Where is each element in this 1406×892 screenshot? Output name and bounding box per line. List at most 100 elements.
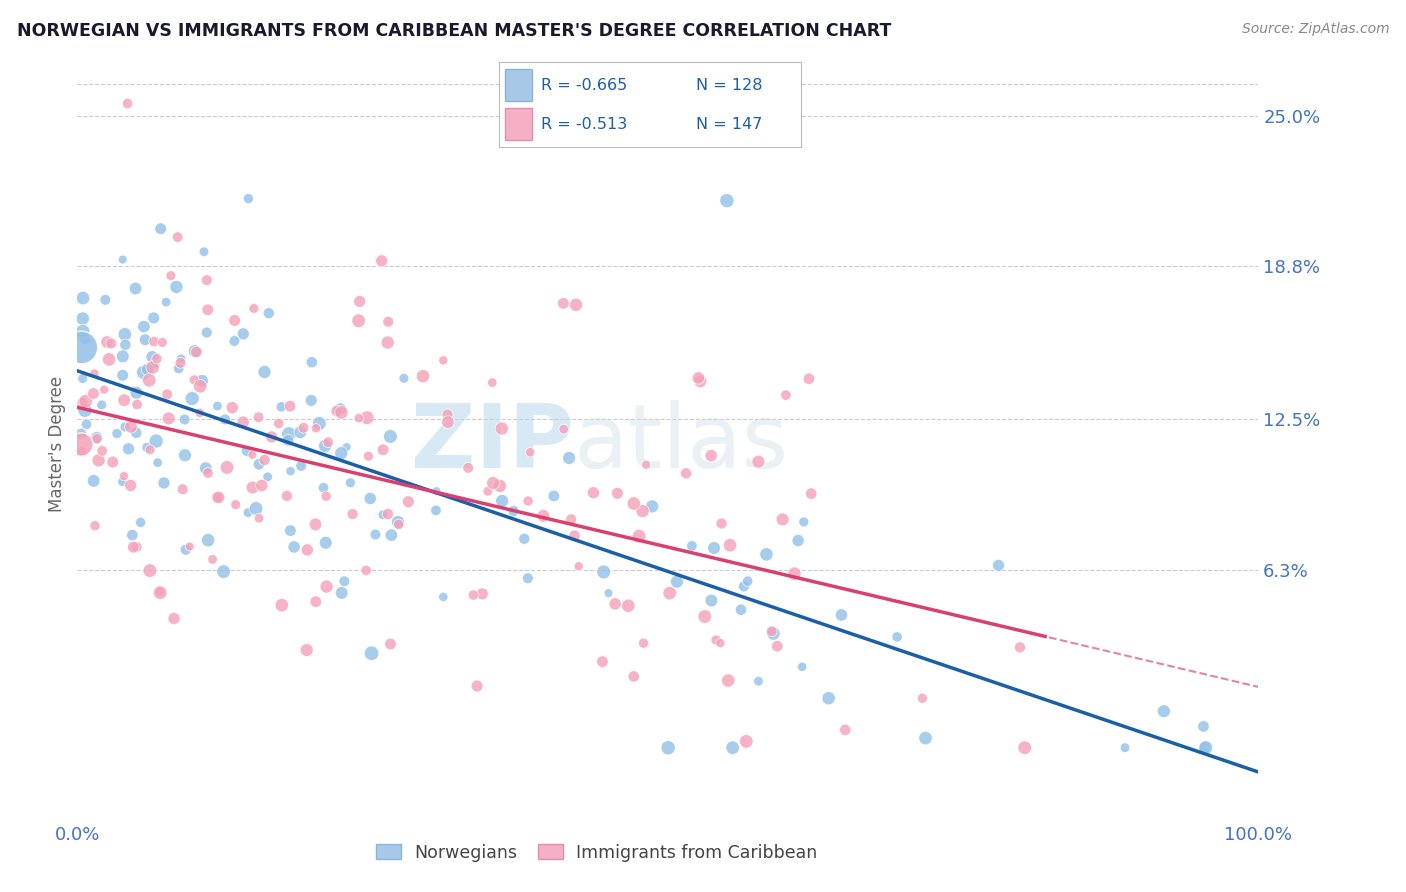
Point xyxy=(166,230,188,244)
Point xyxy=(236,506,259,520)
Point xyxy=(72,371,94,385)
Point xyxy=(122,540,145,554)
Point xyxy=(436,408,458,422)
Point xyxy=(519,445,541,459)
Point xyxy=(314,439,336,453)
Legend: Norwegians, Immigrants from Caribbean: Norwegians, Immigrants from Caribbean xyxy=(370,837,825,869)
Point xyxy=(482,476,505,491)
Point xyxy=(377,507,399,521)
Point xyxy=(170,351,193,366)
Point xyxy=(100,336,122,351)
Point xyxy=(636,458,658,472)
Point xyxy=(153,475,176,490)
Point xyxy=(704,633,727,648)
Point xyxy=(489,479,512,493)
Point xyxy=(247,511,270,525)
Point xyxy=(437,415,460,429)
Point xyxy=(709,636,731,650)
Point xyxy=(553,422,575,436)
Point xyxy=(75,394,97,409)
Point xyxy=(232,415,254,429)
Point xyxy=(641,500,664,514)
Point xyxy=(1008,640,1031,655)
Point xyxy=(111,349,134,363)
Point xyxy=(716,194,738,208)
Point xyxy=(207,399,229,413)
Point xyxy=(305,421,328,435)
Point xyxy=(267,417,290,431)
Point xyxy=(681,539,703,553)
Point xyxy=(257,306,280,320)
Point xyxy=(700,449,723,463)
Point xyxy=(125,385,148,400)
Point xyxy=(142,310,165,325)
Point xyxy=(76,417,98,432)
Point xyxy=(225,498,247,512)
Point xyxy=(132,366,155,380)
Point xyxy=(167,361,190,376)
Point xyxy=(184,344,207,359)
Point xyxy=(141,350,163,364)
Point xyxy=(72,325,94,339)
Point xyxy=(377,315,399,329)
Point xyxy=(761,624,783,639)
Point xyxy=(188,379,211,393)
Point xyxy=(135,441,157,455)
Point xyxy=(91,444,114,458)
Point xyxy=(354,563,377,577)
Point xyxy=(502,504,524,518)
Point xyxy=(125,540,148,554)
Point xyxy=(598,586,620,600)
Point xyxy=(72,311,94,326)
Point xyxy=(90,398,112,412)
Point xyxy=(105,426,128,441)
Point xyxy=(70,445,93,459)
Point xyxy=(747,455,769,469)
Point xyxy=(735,734,758,748)
Point xyxy=(1014,740,1036,755)
Point xyxy=(533,508,555,523)
Point xyxy=(242,448,264,462)
Point xyxy=(717,673,740,688)
Point xyxy=(94,293,117,307)
Point xyxy=(188,406,211,420)
Point xyxy=(425,484,447,499)
Point xyxy=(292,421,315,435)
Point xyxy=(721,740,744,755)
Point xyxy=(120,478,142,492)
Point xyxy=(359,491,381,506)
Point xyxy=(315,580,337,594)
Point xyxy=(270,598,292,612)
Point xyxy=(783,566,806,581)
Point xyxy=(315,489,337,503)
Point xyxy=(689,375,711,389)
Point xyxy=(143,357,166,371)
Point xyxy=(605,597,627,611)
Point xyxy=(112,393,135,408)
Point xyxy=(143,334,166,349)
Point xyxy=(377,335,399,350)
Point xyxy=(138,373,160,387)
Point xyxy=(114,420,136,434)
FancyBboxPatch shape xyxy=(505,108,533,140)
Point xyxy=(730,603,752,617)
Point xyxy=(432,353,454,368)
Point xyxy=(173,412,195,426)
Point xyxy=(111,252,134,267)
Point xyxy=(886,630,908,644)
Point xyxy=(1195,740,1218,755)
Point xyxy=(129,516,152,530)
Text: NORWEGIAN VS IMMIGRANTS FROM CARIBBEAN MASTER'S DEGREE CORRELATION CHART: NORWEGIAN VS IMMIGRANTS FROM CARIBBEAN M… xyxy=(17,22,891,40)
Point xyxy=(205,491,228,505)
Point xyxy=(1153,704,1175,718)
Point xyxy=(568,559,591,574)
Point xyxy=(817,691,839,706)
Point xyxy=(149,585,172,599)
Point xyxy=(194,461,217,475)
Point xyxy=(86,432,108,446)
Point xyxy=(517,494,540,508)
Point xyxy=(392,371,415,385)
Point xyxy=(592,655,614,669)
Point xyxy=(191,374,214,388)
Point xyxy=(371,508,394,522)
